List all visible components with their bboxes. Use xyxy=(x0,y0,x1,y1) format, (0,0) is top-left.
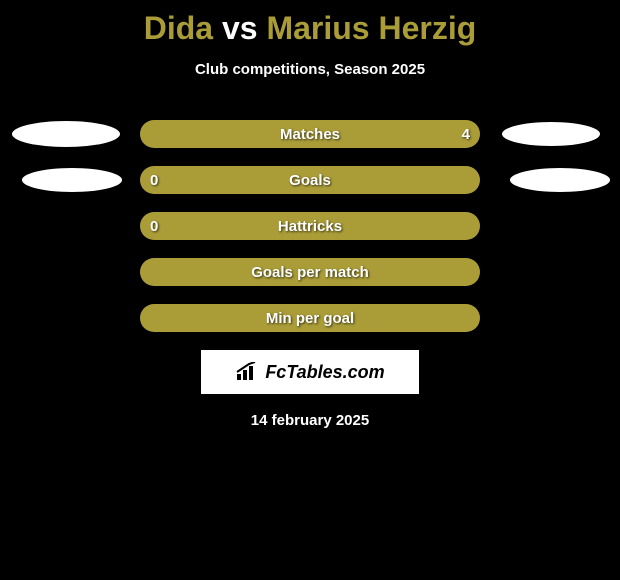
stat-left-value: 0 xyxy=(150,172,158,189)
stat-row: Min per goal xyxy=(0,304,620,332)
logo-text: FcTables.com xyxy=(265,362,384,383)
stat-label: Goals per match xyxy=(140,264,480,281)
left-ellipse xyxy=(12,121,120,147)
stat-row: 0Goals xyxy=(0,166,620,194)
stat-row: Matches4 xyxy=(0,120,620,148)
stat-row: 0Hattricks xyxy=(0,212,620,240)
right-ellipse xyxy=(502,122,600,146)
chart-icon xyxy=(235,362,261,382)
stat-bar: 0Goals xyxy=(140,166,480,194)
player1-name: Dida xyxy=(144,10,213,46)
stat-label: Hattricks xyxy=(140,218,480,235)
stat-row: Goals per match xyxy=(0,258,620,286)
player2-name: Marius Herzig xyxy=(266,10,476,46)
stat-label: Goals xyxy=(140,172,480,189)
vs-text: vs xyxy=(222,10,258,46)
stat-bar: Goals per match xyxy=(140,258,480,286)
stat-bar: Min per goal xyxy=(140,304,480,332)
logo-box: FcTables.com xyxy=(201,350,419,394)
stat-left-value: 0 xyxy=(150,218,158,235)
left-ellipse xyxy=(22,168,122,192)
stat-bar: 0Hattricks xyxy=(140,212,480,240)
stats-container: Matches40Goals0HattricksGoals per matchM… xyxy=(0,120,620,332)
stat-label: Min per goal xyxy=(140,310,480,327)
stat-bar: Matches4 xyxy=(140,120,480,148)
date: 14 february 2025 xyxy=(0,412,620,429)
right-ellipse xyxy=(510,168,610,192)
comparison-title: Dida vs Marius Herzig xyxy=(0,0,620,47)
subtitle: Club competitions, Season 2025 xyxy=(0,61,620,78)
stat-right-value: 4 xyxy=(462,126,470,143)
stat-label: Matches xyxy=(140,126,480,143)
